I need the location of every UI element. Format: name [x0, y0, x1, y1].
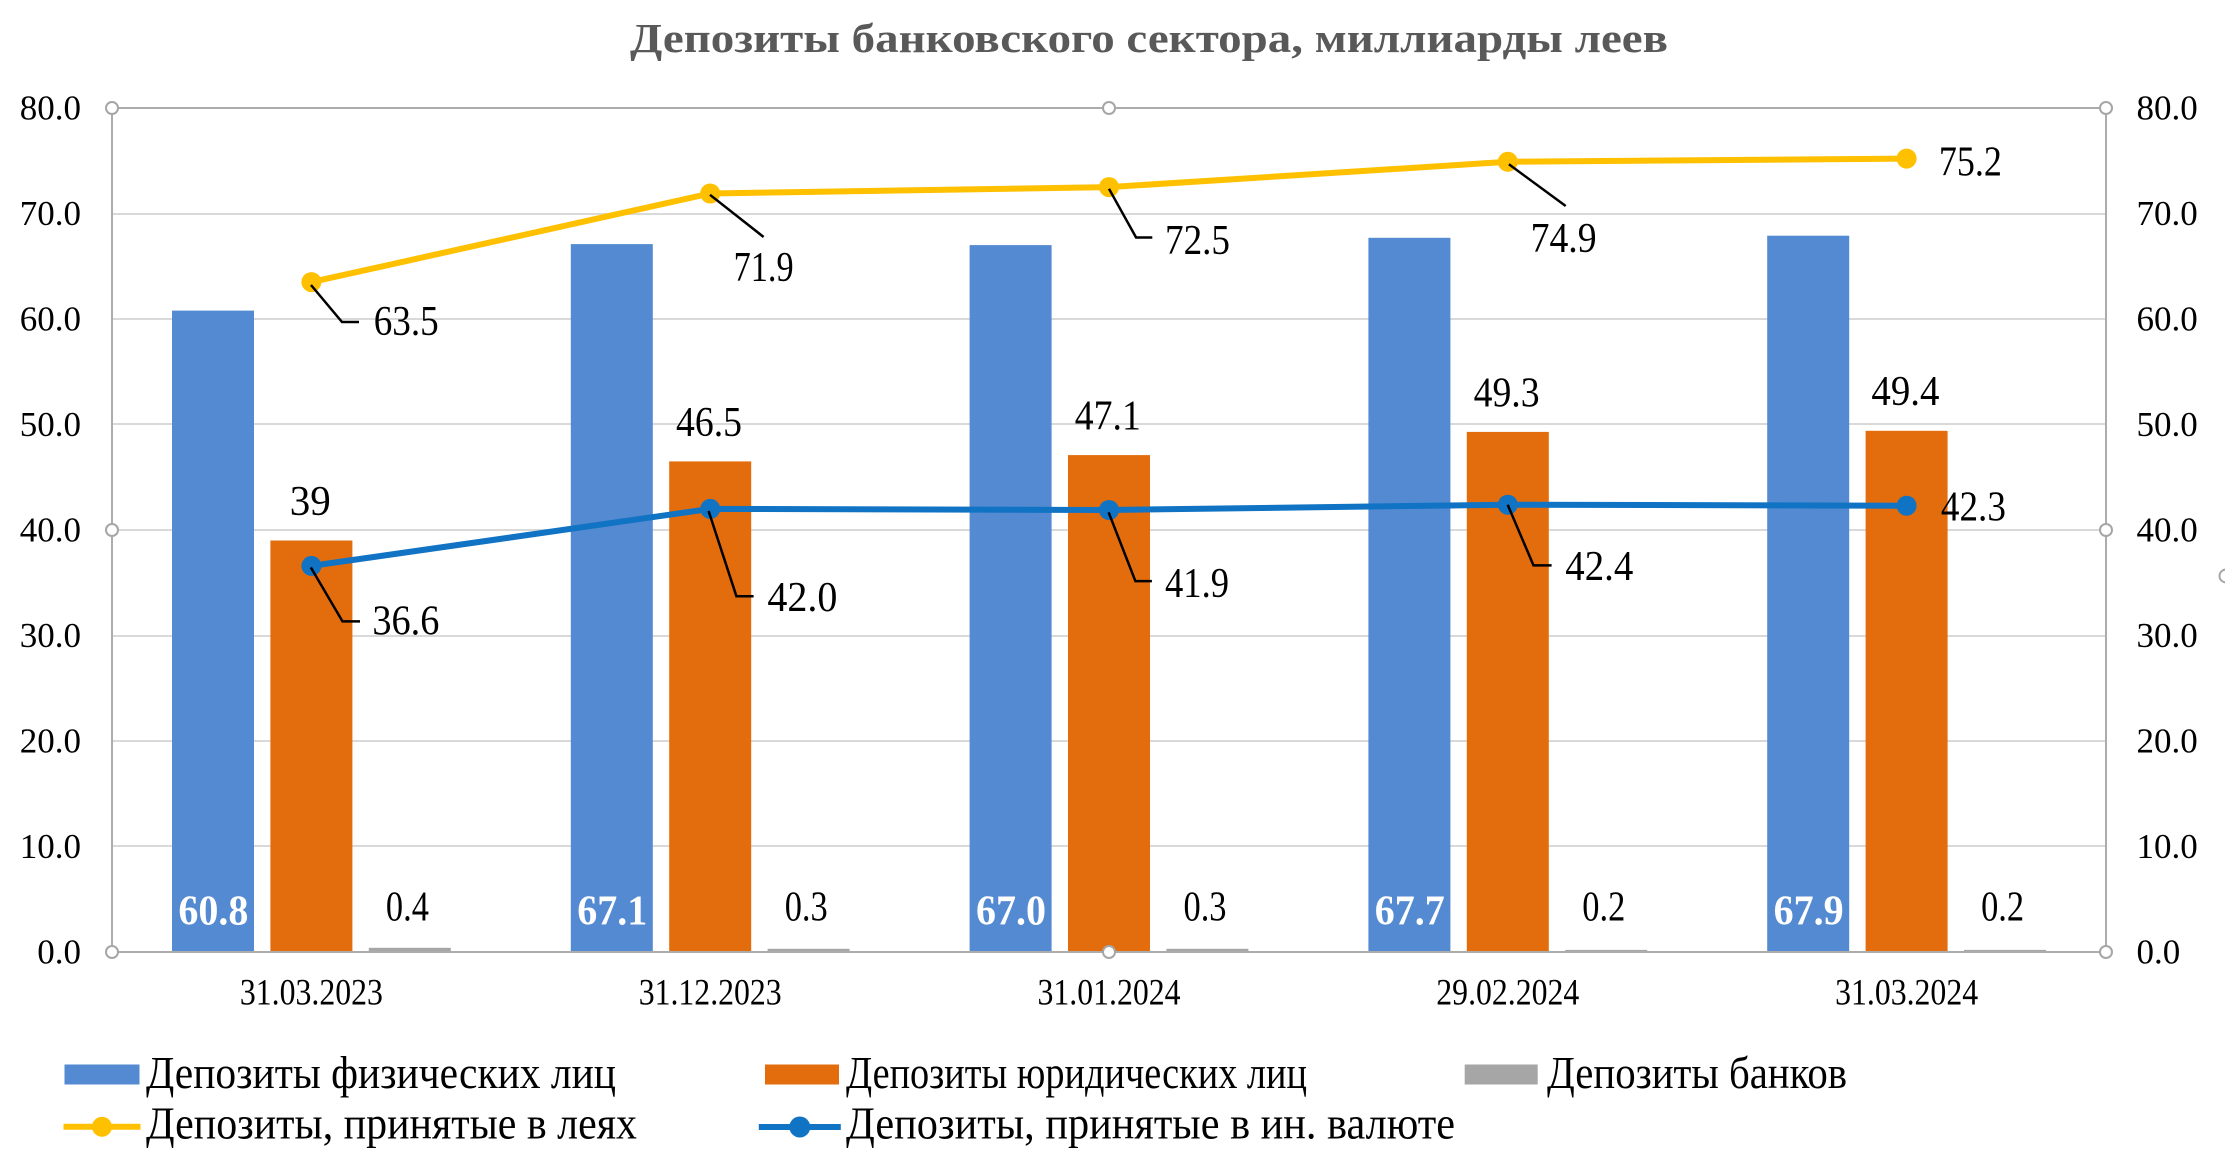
svg-text:20.0: 20.0: [2137, 722, 2198, 761]
svg-text:Депозиты физических лиц: Депозиты физических лиц: [146, 1048, 616, 1098]
svg-text:40.0: 40.0: [2137, 511, 2198, 550]
svg-text:70.0: 70.0: [2137, 194, 2198, 233]
svg-text:Депозиты банков: Депозиты банков: [1547, 1048, 1847, 1098]
svg-text:60.0: 60.0: [20, 300, 81, 339]
svg-text:20.0: 20.0: [20, 722, 81, 761]
svg-text:41.9: 41.9: [1165, 560, 1229, 607]
svg-text:31.03.2023: 31.03.2023: [240, 973, 383, 1014]
svg-text:30.0: 30.0: [20, 616, 81, 655]
svg-text:0.2: 0.2: [1582, 884, 1625, 931]
svg-text:42.4: 42.4: [1565, 543, 1633, 590]
svg-text:67.0: 67.0: [976, 888, 1046, 935]
svg-text:46.5: 46.5: [676, 399, 742, 446]
svg-text:Депозиты банковского сектора,: Депозиты банковского сектора, миллиарды …: [630, 15, 1668, 61]
svg-text:42.0: 42.0: [767, 574, 837, 621]
svg-text:50.0: 50.0: [2137, 405, 2198, 444]
svg-text:50.0: 50.0: [20, 405, 81, 444]
svg-text:0.3: 0.3: [1184, 884, 1227, 931]
svg-text:40.0: 40.0: [20, 511, 81, 550]
svg-text:36.6: 36.6: [372, 598, 439, 645]
svg-text:42.3: 42.3: [1941, 484, 2006, 531]
svg-text:67.7: 67.7: [1375, 888, 1445, 935]
svg-text:49.4: 49.4: [1871, 368, 1939, 415]
svg-text:60.0: 60.0: [2137, 300, 2198, 339]
svg-text:63.5: 63.5: [374, 298, 439, 345]
svg-text:39: 39: [290, 478, 331, 525]
svg-text:0.3: 0.3: [785, 884, 828, 931]
svg-text:0.0: 0.0: [2137, 933, 2181, 972]
svg-text:71.9: 71.9: [734, 244, 794, 291]
svg-text:49.3: 49.3: [1474, 369, 1540, 416]
svg-text:31.12.2023: 31.12.2023: [639, 973, 782, 1014]
svg-text:30.0: 30.0: [2137, 616, 2198, 655]
svg-text:80.0: 80.0: [2137, 89, 2198, 128]
svg-text:47.1: 47.1: [1075, 393, 1141, 440]
svg-text:Депозиты, принятые в ин. валют: Депозиты, принятые в ин. валюте: [846, 1099, 1455, 1149]
svg-text:80.0: 80.0: [20, 89, 81, 128]
svg-text:Депозиты, принятые в леях: Депозиты, принятые в леях: [146, 1099, 637, 1149]
svg-text:72.5: 72.5: [1165, 217, 1230, 264]
svg-text:10.0: 10.0: [2137, 827, 2198, 866]
svg-text:60.8: 60.8: [178, 888, 248, 935]
svg-text:29.02.2024: 29.02.2024: [1436, 973, 1579, 1014]
svg-text:Депозиты юридических лиц: Депозиты юридических лиц: [846, 1048, 1307, 1098]
svg-text:0.0: 0.0: [37, 933, 81, 972]
svg-text:67.9: 67.9: [1774, 888, 1844, 935]
svg-text:70.0: 70.0: [20, 194, 81, 233]
svg-text:0.2: 0.2: [1981, 884, 2024, 931]
svg-text:74.9: 74.9: [1531, 215, 1597, 262]
svg-text:75.2: 75.2: [1939, 139, 2002, 186]
svg-text:10.0: 10.0: [20, 827, 81, 866]
svg-text:0.4: 0.4: [386, 884, 429, 931]
svg-text:67.1: 67.1: [577, 888, 647, 935]
svg-text:31.01.2024: 31.01.2024: [1038, 973, 1181, 1014]
svg-text:31.03.2024: 31.03.2024: [1835, 973, 1978, 1014]
